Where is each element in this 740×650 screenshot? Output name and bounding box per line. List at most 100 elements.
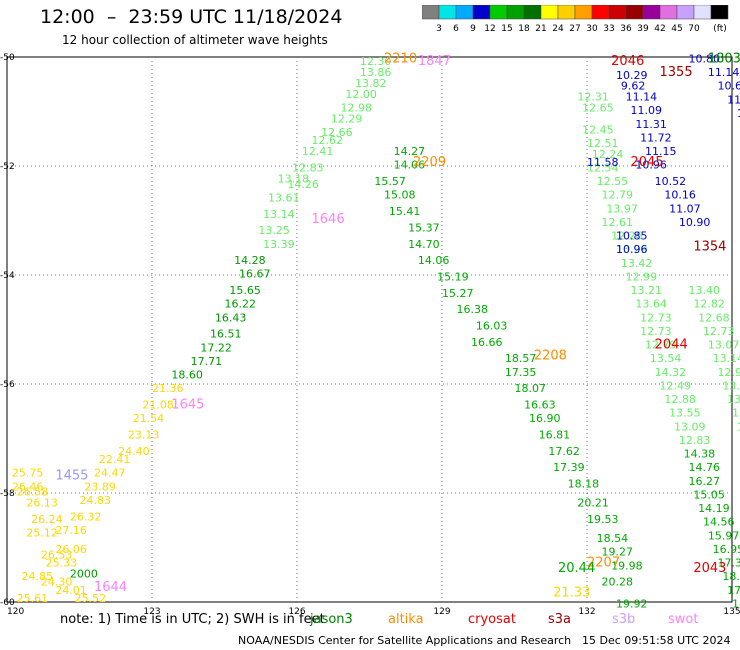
pass-time-label: 20.44 [558,561,595,576]
colorbar-swatch [608,5,627,20]
wave-height-label: 12.45 [582,123,614,136]
wave-height-label: 17.62 [548,445,580,458]
wave-height-label: 9.62 [621,80,646,93]
wave-height-label: 10.52 [655,175,687,188]
wave-height-label: 12.29 [331,112,363,125]
colorbar-tick: 15 [501,24,512,34]
wave-height-label: 19.27 [602,546,634,559]
pass-time-label: 2046 [611,54,644,69]
wave-height-label: 19.92 [616,597,648,610]
colorbar: 3 6 9 12 15 18 21 24 27 30 33 36 39 42 45 70 (ft) [422,5,729,34]
wave-height-label: 18.54 [597,532,629,545]
wave-height-label: 14.28 [234,254,266,267]
lon-tick-label: 129 [433,607,450,617]
wave-height-label: 12.51 [587,137,619,150]
colorbar-swatch [506,5,525,20]
colorbar-swatch [710,5,729,20]
colorbar-swatch [523,5,542,20]
wave-height-label: 15.08 [384,189,416,202]
wave-height-label: 13.97 [606,202,638,215]
wave-height-label: 12.73 [640,311,672,324]
wave-height-label: 12.31 [577,91,609,104]
colorbar-tick: 30 [586,24,598,34]
wave-height-label: 18.18 [568,478,600,491]
map-frame [6,56,733,603]
wave-height-label: 17.22 [200,341,232,354]
wave-height-label: 15.19 [437,270,469,283]
wave-height-label: 19.98 [611,559,643,572]
wave-height-label: 18.60 [171,369,203,382]
wave-height-label: 23.89 [84,480,116,493]
colorbar-tick: 18 [518,24,530,34]
wave-height-label: 13.54 [650,352,682,365]
wave-height-label: 16.03 [476,320,508,333]
legend-item-jason3: jason3 [310,612,353,627]
wave-height-label: 13.78 [727,393,740,406]
wave-height-label: 13.40 [689,284,721,297]
wave-height-label: 12.65 [582,102,614,115]
colorbar-unit: (ft) [713,24,727,34]
colorbar-swatch [574,5,593,20]
colorbar-swatch [455,5,474,20]
wave-height-label: 12.79 [645,339,677,352]
wave-height-label: 17.30 [718,557,740,570]
colorbar-tick: 9 [470,24,476,34]
wave-height-label: 19.53 [587,513,619,526]
wave-height-label: 17.87 [727,584,740,597]
pass-time-label: 21.33 [553,586,590,601]
colorbar-tick: 39 [637,24,649,34]
lat-tick-label: -50 [0,53,15,63]
wave-height-label: 12.79 [602,189,634,202]
wave-height-label: 14.06 [394,159,426,172]
pass-time-label: 2209 [413,155,446,170]
pass-time-label: 2208 [534,348,567,363]
wave-height-label: 26.13 [26,497,58,510]
wave-height-label: 13.86 [360,66,392,79]
wave-height-label: 10.90 [679,216,711,229]
wave-height-label: 24.47 [94,467,126,480]
wave-height-label: 10.96 [635,159,667,172]
wave-height-label: 14.06 [418,254,450,267]
legend-item-altika: altika [388,612,424,627]
wave-height-label: 12.30 [360,55,392,68]
wave-height-label: 2000 [70,567,98,580]
wave-height-label: 13.21 [631,284,663,297]
wave-height-label: 24.85 [22,570,54,583]
pass-labels: 2210 1847 2209 1646 2208 1645 1455 2207 1644 2046… [55,51,740,600]
colorbar-swatch [422,5,440,20]
colorbar-swatch [642,5,661,20]
colorbar-swatch [557,5,576,20]
wave-height-label: 12.61 [602,216,634,229]
wave-height-label: 14.19 [698,502,730,515]
wave-height-label: 12.73 [703,325,735,338]
wave-height-label: 16.38 [457,303,489,316]
colorbar-tick: 42 [654,24,665,34]
wave-height-label: 13.72 [722,379,740,392]
pass-time-label: 2044 [655,338,688,353]
wave-height-label: 16.22 [225,298,257,311]
wave-height-label: 24.83 [80,494,112,507]
lat-tick-label: -52 [0,162,15,172]
wave-height-label: 11.07 [669,202,701,215]
wave-height-label: 11.14 [626,91,658,104]
lat-tick-label: -58 [0,489,15,499]
wave-height-label: 14.26 [287,178,319,191]
pass-time-label: 1803 [708,51,740,66]
wave-height-label: 11.15 [645,145,677,158]
colorbar-swatch [472,5,491,20]
wave-height-label: 11.67 [737,107,740,120]
wave-height-label: 12.49 [660,379,692,392]
wave-height-label: 13.14 [713,352,740,365]
pass-time-label: 2045 [631,155,664,170]
wave-height-label: 12.62 [312,134,344,147]
wave-height-label: 26.06 [55,543,86,556]
lat-tick-label: -54 [0,271,15,281]
page-title: 12:00 – 23:59 UTC 11/18/2024 [40,6,343,28]
wave-height-label: 18.24 [732,597,740,610]
wave-height-label: 15.97 [708,529,740,542]
wave-height-label: 16.27 [689,475,721,488]
wave-height-label: 14.32 [655,366,687,379]
colorbar-swatch [676,5,695,20]
wave-height-label: 10.16 [664,189,696,202]
